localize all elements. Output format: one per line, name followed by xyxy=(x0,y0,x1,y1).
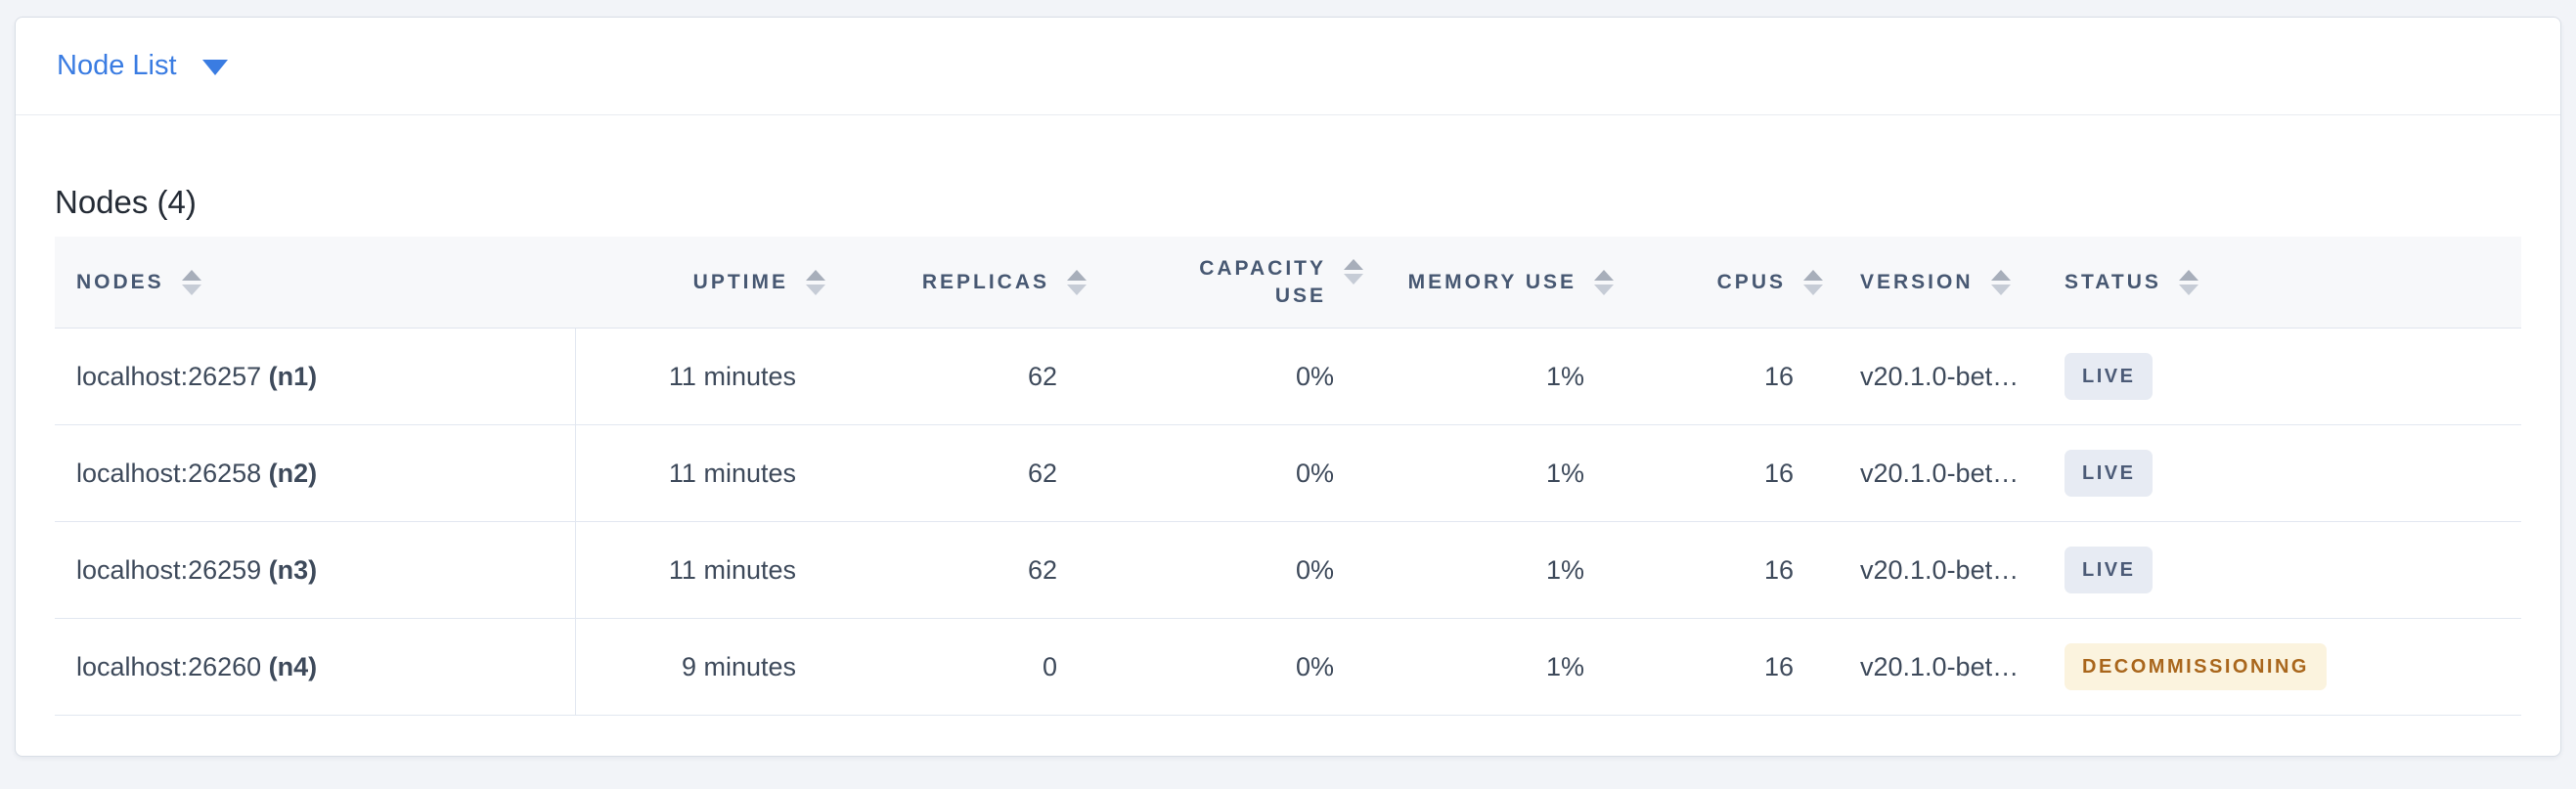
table-row: localhost:26259 (n3) 11 minutes 62 0% 1%… xyxy=(55,522,2521,619)
column-header-version[interactable]: VERSION xyxy=(1829,237,2033,328)
status-badge: LIVE xyxy=(2065,353,2154,400)
nodes-table-header: NODES UPTIME REPLICAS CAPACITY USE MEMOR… xyxy=(55,237,2521,329)
table-row: localhost:26260 (n4) 9 minutes 0 0% 1% 1… xyxy=(55,619,2521,716)
table-row: localhost:26257 (n1) 11 minutes 62 0% 1%… xyxy=(55,329,2521,425)
version-cell: v20.1.0-bet… xyxy=(1860,554,2020,585)
column-header-label: CAPACITY USE xyxy=(1199,257,1326,307)
sort-icon[interactable] xyxy=(2178,268,2198,297)
node-address-cell: localhost:26258 (n2) xyxy=(55,425,576,521)
sort-icon[interactable] xyxy=(1067,268,1087,297)
node-address: localhost:26257 xyxy=(76,361,262,391)
status-cell: LIVE xyxy=(2033,425,2521,521)
column-header-uptime[interactable]: UPTIME xyxy=(576,237,831,328)
view-selector-label: Node List xyxy=(57,50,177,81)
page-title: Nodes (4) xyxy=(55,184,197,220)
version-cell: v20.1.0-bet… xyxy=(1860,651,2020,681)
sort-icon[interactable] xyxy=(806,268,825,297)
capacity-use-cell: 0% xyxy=(1295,554,1334,585)
cpus-cell: 16 xyxy=(1763,651,1794,681)
column-header-cpus[interactable]: CPUS xyxy=(1620,237,1829,328)
node-address-cell: localhost:26259 (n3) xyxy=(55,522,576,618)
node-address: localhost:26258 xyxy=(76,458,262,488)
uptime-cell: 9 minutes xyxy=(681,651,796,681)
column-header-label: UPTIME xyxy=(692,270,788,293)
view-selector-dropdown[interactable]: Node List xyxy=(57,52,228,80)
uptime-cell: 11 minutes xyxy=(668,458,796,488)
memory-use-cell: 1% xyxy=(1545,458,1584,488)
node-id: (n2) xyxy=(261,458,318,488)
node-address-cell: localhost:26260 (n4) xyxy=(55,619,576,715)
memory-use-cell: 1% xyxy=(1545,651,1584,681)
column-header-label: REPLICAS xyxy=(921,270,1049,293)
node-address: localhost:26259 xyxy=(76,554,262,585)
node-id: (n4) xyxy=(261,651,318,681)
table-row: localhost:26258 (n2) 11 minutes 62 0% 1%… xyxy=(55,425,2521,522)
sort-icon[interactable] xyxy=(1594,268,1614,297)
status-badge: DECOMMISSIONING xyxy=(2065,643,2327,690)
sort-icon[interactable] xyxy=(1344,257,1363,286)
node-address-cell: localhost:26257 (n1) xyxy=(55,329,576,424)
sort-icon[interactable] xyxy=(1990,268,2011,297)
column-header-label: NODES xyxy=(76,270,164,293)
status-cell: LIVE xyxy=(2033,522,2521,618)
nodes-overview-section: Nodes (4) NODES UPTIME REPLICAS CAPACITY… xyxy=(16,115,2560,716)
status-cell: LIVE xyxy=(2033,329,2521,424)
node-list-card: Node List Nodes (4) NODES UPTIME REPLICA… xyxy=(15,17,2561,757)
capacity-use-cell: 0% xyxy=(1295,651,1334,681)
uptime-cell: 11 minutes xyxy=(668,554,796,585)
status-badge: LIVE xyxy=(2065,450,2154,497)
chevron-down-icon xyxy=(201,60,228,75)
column-header-label: CPUS xyxy=(1716,270,1786,293)
cpus-cell: 16 xyxy=(1763,361,1794,391)
column-header-status[interactable]: STATUS xyxy=(2033,237,2521,328)
node-address: localhost:26260 xyxy=(76,651,262,681)
column-header-capacity-use[interactable]: CAPACITY USE xyxy=(1092,237,1369,328)
memory-use-cell: 1% xyxy=(1545,554,1584,585)
version-cell: v20.1.0-bet… xyxy=(1860,458,2020,488)
cpus-cell: 16 xyxy=(1763,554,1794,585)
column-header-nodes[interactable]: NODES xyxy=(55,237,576,328)
memory-use-cell: 1% xyxy=(1545,361,1584,391)
status-cell: DECOMMISSIONING xyxy=(2033,619,2521,715)
column-header-label: MEMORY USE xyxy=(1407,270,1577,293)
nodes-table: NODES UPTIME REPLICAS CAPACITY USE MEMOR… xyxy=(55,237,2521,716)
replicas-cell: 62 xyxy=(1027,458,1057,488)
version-cell: v20.1.0-bet… xyxy=(1860,361,2020,391)
column-header-label: VERSION xyxy=(1860,270,1974,293)
node-id: (n1) xyxy=(261,361,318,391)
sort-icon[interactable] xyxy=(181,268,201,297)
column-header-replicas[interactable]: REPLICAS xyxy=(831,237,1092,328)
cpus-cell: 16 xyxy=(1763,458,1794,488)
view-selector-bar: Node List xyxy=(16,18,2560,115)
status-badge: LIVE xyxy=(2065,547,2154,593)
capacity-use-cell: 0% xyxy=(1295,361,1334,391)
replicas-cell: 0 xyxy=(1042,651,1057,681)
column-header-memory-use[interactable]: MEMORY USE xyxy=(1369,237,1620,328)
replicas-cell: 62 xyxy=(1027,554,1057,585)
column-header-label: STATUS xyxy=(2065,270,2161,293)
capacity-use-cell: 0% xyxy=(1295,458,1334,488)
sort-icon[interactable] xyxy=(1803,268,1823,297)
node-id: (n3) xyxy=(261,554,318,585)
uptime-cell: 11 minutes xyxy=(668,361,796,391)
replicas-cell: 62 xyxy=(1027,361,1057,391)
